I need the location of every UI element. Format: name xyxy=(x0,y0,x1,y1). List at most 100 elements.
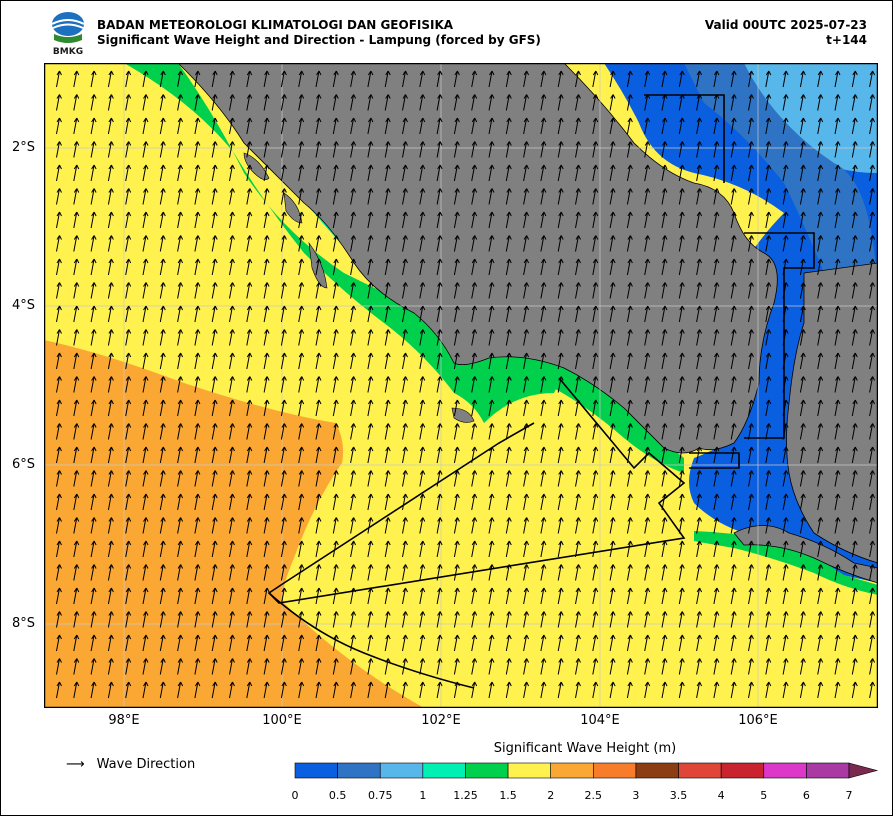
north-arrow-icon xyxy=(246,399,253,417)
north-arrow-icon xyxy=(730,282,737,299)
north-arrow-icon xyxy=(315,305,322,323)
north-arrow-icon xyxy=(661,681,668,699)
north-arrow-icon xyxy=(817,117,824,135)
north-arrow-icon xyxy=(177,94,184,111)
north-arrow-icon xyxy=(367,470,374,487)
north-arrow-icon xyxy=(817,611,824,628)
north-arrow-icon xyxy=(730,587,737,605)
colorbar-tick-label: 1.25 xyxy=(453,789,478,802)
north-arrow-icon xyxy=(592,634,599,652)
north-arrow-icon xyxy=(419,258,426,276)
north-arrow-icon xyxy=(851,470,858,487)
north-arrow-icon xyxy=(384,681,391,699)
north-arrow-icon xyxy=(505,235,512,252)
north-arrow-icon xyxy=(505,446,512,464)
north-arrow-icon xyxy=(557,517,564,534)
north-arrow-icon xyxy=(332,423,339,440)
north-arrow-icon xyxy=(765,258,772,276)
north-arrow-icon xyxy=(90,611,97,628)
north-arrow-icon xyxy=(488,352,495,370)
north-arrow-icon xyxy=(332,446,339,464)
north-arrow-icon xyxy=(575,634,581,652)
north-arrow-icon xyxy=(332,258,339,276)
north-arrow-icon xyxy=(159,493,166,511)
north-arrow-icon xyxy=(626,611,633,628)
north-arrow-icon xyxy=(419,446,426,464)
north-arrow-icon xyxy=(471,117,478,135)
north-arrow-icon xyxy=(488,376,495,393)
north-arrow-icon xyxy=(419,399,426,417)
north-arrow-icon xyxy=(298,352,305,370)
north-arrow-icon xyxy=(540,235,547,252)
north-arrow-icon xyxy=(869,141,876,158)
north-arrow-icon xyxy=(488,117,495,135)
lampung-boundary xyxy=(267,377,686,604)
north-arrow-icon xyxy=(142,282,149,299)
north-arrow-icon xyxy=(142,493,149,511)
north-arrow-icon xyxy=(765,517,772,534)
north-arrow-icon xyxy=(748,282,754,299)
north-arrow-icon xyxy=(869,94,876,111)
north-arrow-icon xyxy=(332,399,339,417)
north-arrow-icon xyxy=(505,305,512,323)
north-arrow-icon xyxy=(402,235,408,252)
north-arrow-icon xyxy=(678,141,685,158)
north-arrow-icon xyxy=(869,564,876,581)
north-arrow-icon xyxy=(90,305,97,323)
north-arrow-icon xyxy=(402,188,408,205)
north-arrow-icon xyxy=(246,611,253,628)
north-arrow-icon xyxy=(696,164,703,182)
north-arrow-icon xyxy=(125,376,132,393)
north-arrow-icon xyxy=(367,399,374,417)
north-arrow-icon xyxy=(453,423,460,440)
north-arrow-icon xyxy=(748,141,754,158)
north-arrow-icon xyxy=(107,681,114,699)
north-arrow-icon xyxy=(73,352,80,370)
north-arrow-icon xyxy=(419,352,426,370)
colorbar-segment xyxy=(507,762,551,779)
north-arrow-icon xyxy=(453,540,460,558)
north-arrow-icon xyxy=(869,540,876,558)
north-arrow-icon xyxy=(678,681,685,699)
colorbar-segment xyxy=(422,762,466,779)
north-arrow-icon xyxy=(436,188,443,205)
north-arrow-icon xyxy=(90,282,97,299)
north-arrow-icon xyxy=(384,235,391,252)
colorbar-tick-label: 0 xyxy=(291,789,299,802)
north-arrow-icon xyxy=(350,164,357,182)
north-arrow-icon xyxy=(177,164,184,182)
north-arrow-icon xyxy=(817,634,824,652)
north-arrow-icon xyxy=(713,681,720,699)
north-arrow-icon xyxy=(229,634,235,652)
north-arrow-icon xyxy=(246,681,253,699)
north-arrow-icon xyxy=(730,611,737,628)
north-arrow-icon xyxy=(609,329,616,346)
north-arrow-icon xyxy=(229,564,235,581)
north-arrow-icon xyxy=(56,587,62,605)
north-arrow-icon xyxy=(384,564,391,581)
north-arrow-icon xyxy=(229,235,235,252)
north-arrow-icon xyxy=(713,188,720,205)
north-arrow-icon xyxy=(782,94,789,111)
coast-band xyxy=(444,353,684,473)
north-arrow-icon xyxy=(592,258,599,276)
north-arrow-icon xyxy=(73,211,80,229)
north-arrow-icon xyxy=(263,611,270,628)
north-arrow-icon xyxy=(557,611,564,628)
north-arrow-icon xyxy=(748,658,754,675)
north-arrow-icon xyxy=(557,681,564,699)
north-arrow-icon xyxy=(765,470,772,487)
north-arrow-icon xyxy=(107,94,114,111)
north-arrow-icon xyxy=(56,470,62,487)
north-arrow-icon xyxy=(177,117,184,135)
north-arrow-icon xyxy=(73,517,80,534)
north-arrow-icon xyxy=(609,470,616,487)
north-arrow-icon xyxy=(696,423,703,440)
north-arrow-icon xyxy=(505,587,512,605)
north-arrow-icon xyxy=(661,517,668,534)
north-arrow-icon xyxy=(678,634,685,652)
north-arrow-icon xyxy=(142,188,149,205)
north-arrow-icon xyxy=(402,634,408,652)
north-arrow-icon xyxy=(332,658,339,675)
north-arrow-icon xyxy=(592,681,599,699)
